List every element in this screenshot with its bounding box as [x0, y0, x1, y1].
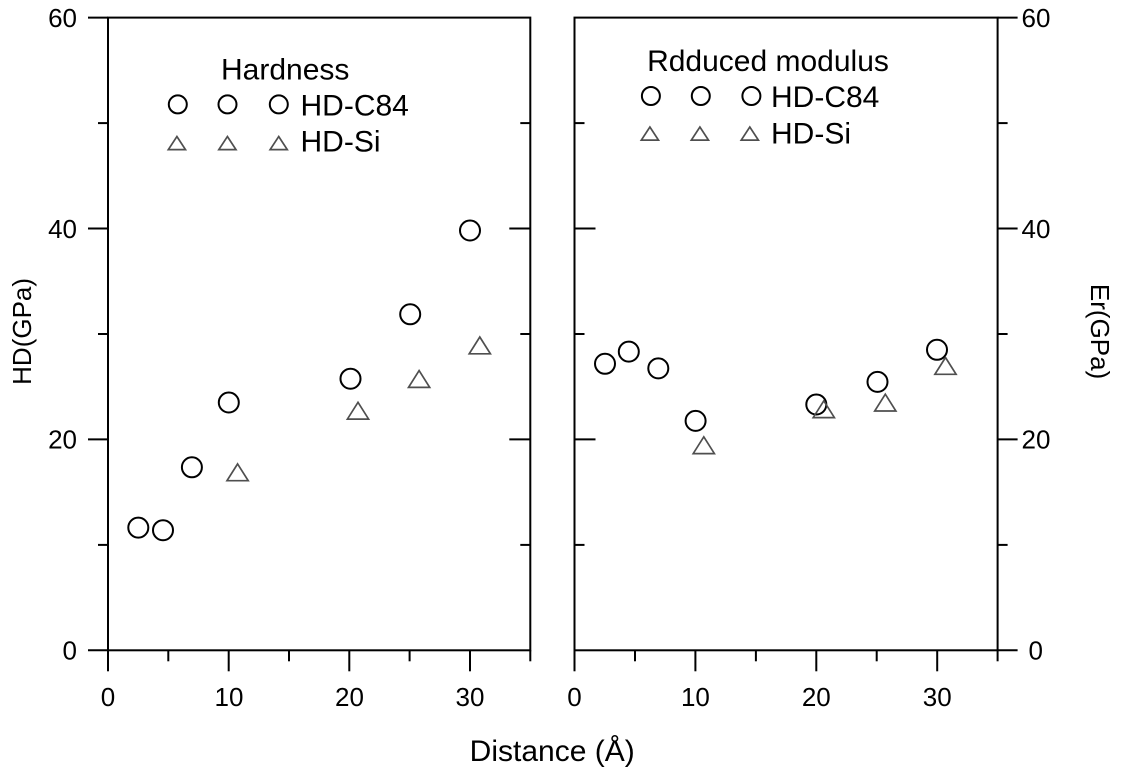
- svg-text:60: 60: [48, 3, 77, 33]
- svg-text:HD-Si: HD-Si: [301, 126, 381, 159]
- svg-text:HD-Si: HD-Si: [771, 118, 851, 151]
- svg-text:30: 30: [456, 682, 485, 712]
- svg-text:HD(GPa): HD(GPa): [7, 278, 37, 385]
- svg-text:Rdduced modulus: Rdduced modulus: [647, 45, 889, 78]
- svg-text:Er(GPa): Er(GPa): [1085, 284, 1115, 379]
- svg-text:30: 30: [923, 682, 952, 712]
- svg-text:20: 20: [1022, 425, 1051, 455]
- svg-text:60: 60: [1022, 3, 1051, 33]
- svg-text:10: 10: [215, 682, 244, 712]
- svg-text:Distance (Å): Distance (Å): [470, 735, 635, 768]
- svg-text:0: 0: [63, 636, 77, 666]
- svg-text:40: 40: [1022, 214, 1051, 244]
- svg-text:20: 20: [48, 425, 77, 455]
- svg-text:20: 20: [802, 682, 831, 712]
- svg-text:10: 10: [681, 682, 710, 712]
- svg-text:Hardness: Hardness: [221, 53, 349, 86]
- svg-text:0: 0: [567, 682, 581, 712]
- svg-text:HD-C84: HD-C84: [771, 81, 879, 114]
- svg-text:HD-C84: HD-C84: [301, 89, 409, 122]
- svg-text:20: 20: [335, 682, 364, 712]
- svg-text:0: 0: [101, 682, 115, 712]
- svg-text:0: 0: [1029, 636, 1043, 666]
- svg-text:40: 40: [48, 214, 77, 244]
